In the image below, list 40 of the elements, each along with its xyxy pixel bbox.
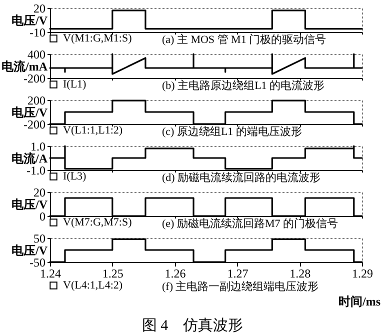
y-axis-title: 电流/mA	[2, 60, 48, 74]
y-tick-label: 1.0	[30, 140, 46, 154]
y-axis-title: 电压/V	[12, 14, 48, 28]
y-tick-label: 400	[28, 48, 46, 62]
y-axis-title: 电流/A	[12, 152, 48, 166]
x-axis-title: 时间/ms	[338, 294, 381, 308]
line-series	[49, 145, 363, 170]
text: (c) 原边绕组L1 的端电压波形	[162, 125, 302, 138]
y-tick-label: -200	[24, 118, 46, 132]
y-axis-title: 电压/V	[12, 198, 48, 212]
y-axis-title: 电压/V	[12, 244, 48, 258]
text: (a) 主 MOS 管 M1 门极的驱动信号	[162, 33, 326, 46]
legend-label: V(L4:1,L4:2)	[63, 280, 123, 292]
y-tick-label: -50	[30, 256, 46, 270]
legend-label: V(M7:G,M7:S)	[63, 216, 132, 228]
y-tick-label: 50	[34, 232, 46, 246]
y-tick-label: -200	[24, 72, 46, 86]
y-tick-label: -1.0	[26, 164, 46, 178]
x-tick-label: 1.26	[164, 266, 186, 280]
x-tick-label: 1.25	[102, 266, 124, 280]
text: (e) 励磁电流续流回路M7 的门极信号	[162, 217, 338, 230]
x-tick-label: 1.24	[40, 266, 61, 280]
y-tick-label: 20	[34, 186, 46, 200]
legend-label: I(L1)	[63, 78, 87, 90]
x-tick-label: 1.29	[352, 266, 373, 280]
caption: 图 4 仿真波形	[140, 316, 244, 333]
legend-label: I(L3)	[63, 170, 87, 182]
y-tick-label: 20	[34, 2, 46, 16]
y-axis-title: 电压/V	[12, 106, 48, 120]
text: (d) 励磁电流续流回路的电流波形	[162, 171, 321, 184]
y-tick-label: 200	[28, 94, 46, 108]
text: (f) 主电路一副边绕组端电压波形	[162, 280, 319, 293]
legend-label: V(M1:G,M1:S)	[63, 32, 132, 44]
line-series	[49, 53, 363, 75]
text: (b) 主电路原边绕组L1 的电流波形	[162, 79, 325, 92]
y-tick-label: -10	[30, 26, 46, 40]
x-tick-label: 1.27	[227, 266, 248, 280]
x-tick-label: 1.28	[290, 266, 311, 280]
legend-label: V(L1:1,L1:2)	[63, 124, 123, 136]
y-tick-label: 0	[40, 210, 46, 224]
